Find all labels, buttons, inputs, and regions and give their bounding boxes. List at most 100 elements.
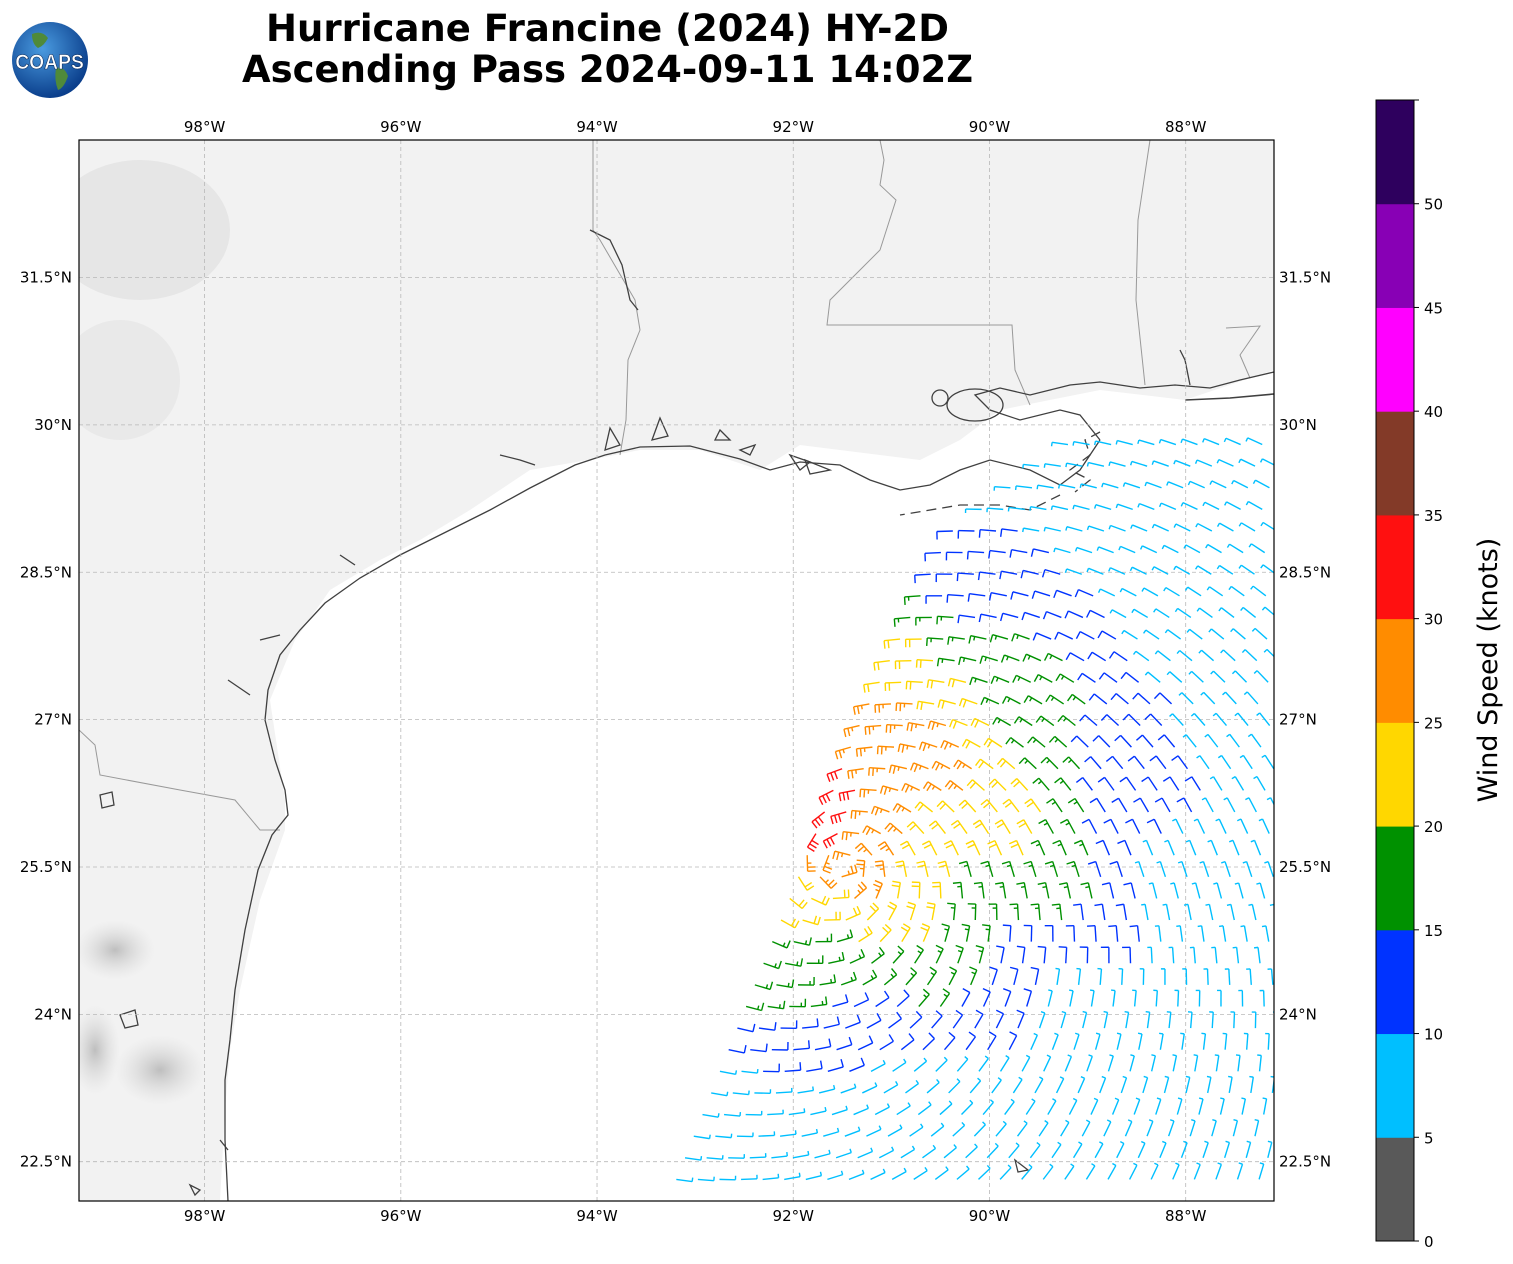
wind-barb [1257, 1054, 1262, 1072]
wind-barb [1010, 778, 1029, 791]
colorbar-tick-label: 50 [1424, 196, 1443, 214]
wind-barb [1030, 903, 1041, 921]
wind-barb [1074, 589, 1094, 598]
wind-barb [806, 855, 816, 872]
wind-barb [775, 1087, 793, 1094]
wind-barb [866, 1013, 882, 1029]
wind-barb [1162, 776, 1180, 791]
wind-barb [926, 966, 938, 986]
wind-barb [1107, 1162, 1117, 1180]
wind-barb [1119, 587, 1137, 597]
wind-barb [1046, 798, 1063, 813]
colorbar-tick-label: 0 [1424, 1233, 1434, 1251]
wind-barb [1250, 585, 1267, 597]
wind-barb [958, 656, 977, 666]
wind-barb [879, 923, 892, 943]
wind-barb [1009, 966, 1019, 986]
wind-barb [1238, 458, 1256, 467]
wind-barb [937, 860, 951, 877]
wind-barb [1209, 480, 1227, 489]
wind-barb [1051, 1032, 1059, 1050]
wind-barb [1086, 1054, 1093, 1072]
wind-barb [906, 821, 925, 835]
wind-barb [1228, 585, 1245, 597]
wind-barb [862, 969, 878, 986]
wind-barb [841, 831, 860, 841]
wind-barb [1098, 672, 1118, 683]
wind-barb [1243, 1032, 1249, 1050]
wind-barb [935, 1056, 948, 1072]
wind-barb [1053, 547, 1071, 554]
wind-barb [1021, 1164, 1033, 1180]
wind-barb [1115, 903, 1128, 921]
wind-barb [1087, 924, 1097, 942]
wind-barb [1130, 524, 1148, 532]
wind-barb [828, 952, 845, 964]
wind-barb [1108, 524, 1126, 532]
wind-barb [1262, 1097, 1268, 1115]
wind-barb [1215, 818, 1227, 834]
wind-barb [1109, 609, 1127, 619]
wind-barb [965, 840, 981, 856]
wind-barb [1065, 652, 1085, 662]
wind-barb [952, 1121, 966, 1137]
wind-barb [1086, 461, 1105, 467]
wind-barb [1127, 755, 1145, 770]
wind-barb [1236, 818, 1249, 834]
wind-barb [1144, 713, 1163, 727]
wind-barb [915, 658, 934, 668]
colorbar-tick-label: 35 [1424, 507, 1443, 525]
wind-barb [1168, 946, 1175, 964]
wind-barb [1160, 968, 1166, 985]
wind-barb [930, 1122, 945, 1137]
wind-barb [965, 1143, 978, 1159]
lon-tick-top: 90°W [969, 118, 1011, 136]
colorbar-label: Wind Speed (knots) [1473, 538, 1504, 803]
wind-barb [967, 592, 986, 602]
wind-barb [1141, 776, 1158, 791]
wind-barb [1256, 882, 1266, 899]
wind-barb [1205, 903, 1214, 921]
wind-barb [848, 1169, 865, 1181]
lon-tick-bottom: 88°W [1165, 1207, 1207, 1225]
wind-barb [854, 842, 873, 856]
wind-barb [961, 1099, 974, 1116]
colorbar-tick-label: 40 [1424, 403, 1443, 421]
wind-barb [980, 860, 994, 878]
wind-barb [1094, 903, 1106, 921]
wind-barb [1196, 607, 1213, 619]
wind-barb [724, 1112, 742, 1117]
wind-barb [719, 1175, 737, 1181]
wind-barb [1068, 1097, 1078, 1115]
wind-barb [1101, 882, 1115, 899]
wind-barb [1260, 521, 1274, 531]
wind-barb [883, 1081, 899, 1094]
wind-barb [917, 1101, 932, 1116]
wind-barb [873, 879, 883, 899]
wind-barb [1103, 1010, 1109, 1029]
wind-barb [1253, 670, 1269, 683]
wind-barb [891, 880, 902, 899]
wind-barb [927, 720, 947, 731]
wind-barb [891, 1167, 907, 1180]
wind-barb [1122, 713, 1141, 727]
wind-barb [895, 860, 908, 877]
wind-barb [1099, 1075, 1107, 1094]
wind-barb [1238, 989, 1244, 1007]
wind-barb [857, 1147, 874, 1159]
wind-barb [864, 724, 882, 735]
wind-barb [732, 1090, 750, 1096]
wind-barb [841, 864, 858, 878]
wind-barb [926, 902, 936, 921]
wind-barb [843, 724, 860, 738]
wind-barb [941, 923, 951, 942]
wind-barb [784, 1172, 801, 1181]
wind-barb [1073, 1032, 1080, 1050]
wind-barb [871, 946, 885, 964]
wind-barb [895, 702, 913, 712]
wind-barb [918, 741, 938, 752]
wind-barb [855, 746, 873, 757]
wind-barb [1023, 988, 1033, 1007]
wind-barb [1011, 633, 1030, 642]
wind-barb [771, 1041, 789, 1051]
